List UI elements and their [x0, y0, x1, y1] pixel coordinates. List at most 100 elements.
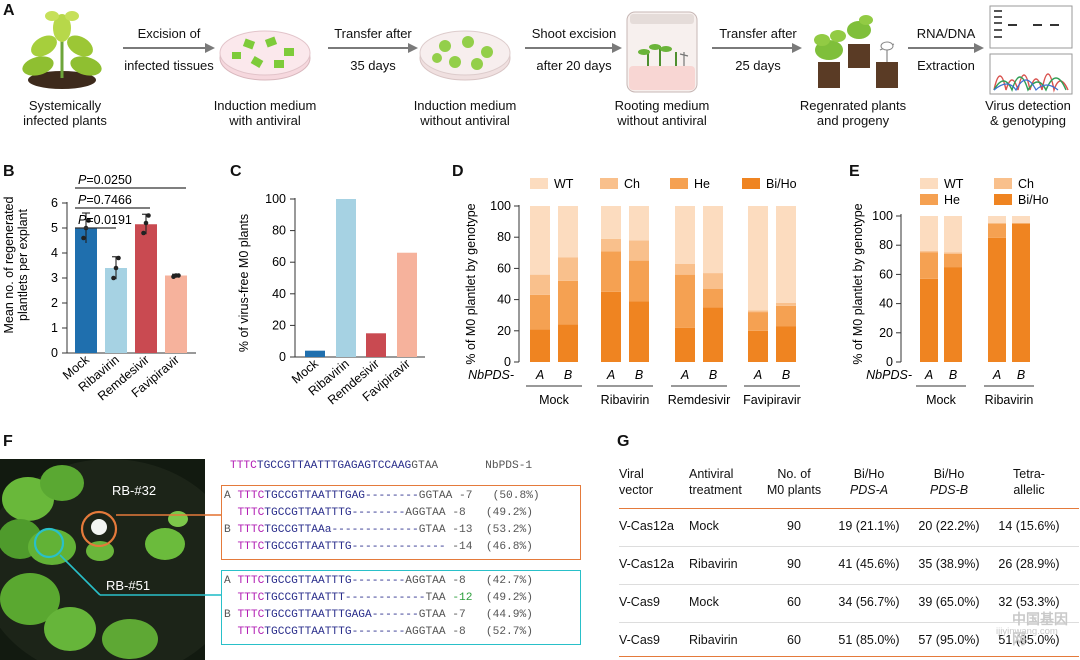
chart-b-ytick-label: 6 [51, 196, 58, 210]
chart-d-bar-segment [675, 327, 695, 362]
chart-d-ytick-label: 40 [497, 293, 511, 307]
chart-e-bar-segment [944, 216, 962, 253]
chart-b-bar [75, 228, 97, 353]
panel-label-d: D [452, 163, 464, 180]
chart-d-allele-label: B [709, 368, 717, 382]
chart-d-legend-label: WT [554, 177, 574, 191]
chart-e-bar-segment [944, 267, 962, 362]
table-header-cell: Viral vector [619, 467, 654, 497]
table-row-divider [619, 546, 1079, 547]
chart-c-ytick-label: 20 [272, 318, 286, 332]
chart-e-bar-segment [1012, 216, 1030, 224]
table-cell: 90 [787, 519, 801, 533]
connector-lines-ext [205, 514, 221, 596]
chart-b-point [111, 275, 116, 281]
chart-c-ylabel: % of virus-free M0 plants [237, 214, 251, 352]
rb51-sequences: A TTTCTGCCGTTAATTTG--------AGGTAA -8 (42… [224, 573, 533, 641]
chart-d-bar-segment [629, 240, 649, 261]
chart-d-bar-segment [530, 329, 550, 362]
chart-d-ytick-label: 80 [497, 230, 511, 244]
chart-c-ytick-label: 100 [265, 192, 286, 206]
rooting-jar [626, 11, 698, 93]
sequence-line: A TTTCTGCCGTTAATTTG--------AGGTAA -8 (42… [224, 575, 533, 587]
chart-d-ytick-label: 60 [497, 261, 511, 275]
chart-d-allele-label: A [535, 368, 544, 382]
chart-d-allele-label: B [564, 368, 572, 382]
plant-photo [0, 459, 205, 660]
table-cell: 57 (95.0%) [918, 633, 980, 647]
genotype-table: Viral vector Antiviral treatment No. of M0 pl… [619, 458, 1079, 658]
chart-d-legend-label: Bi/Ho [766, 177, 797, 191]
table-cell: 34 (56.7%) [838, 595, 900, 609]
chart-d-legend-swatch [742, 178, 760, 189]
chart-d-group-label: Mock [539, 393, 570, 407]
table-row: V-Cas12a Ribavirin 90 41 (45.6%) 35 (38.9%) 2… [619, 554, 1079, 574]
chart-b-point [141, 230, 146, 236]
chart-b-point [143, 220, 149, 226]
table-cell: 60 [787, 595, 801, 609]
chart-d-bar-segment [703, 206, 723, 274]
chart-e-group-label: Mock [926, 393, 957, 407]
chart-b-point [86, 218, 91, 223]
chart-d-legend-label: Ch [624, 177, 640, 191]
chart-c-ytick-label: 80 [272, 224, 286, 238]
chart-e-bar-segment [920, 251, 938, 253]
chart-e-ytick-label: 80 [879, 238, 893, 252]
rb32-sequence-box [221, 485, 581, 560]
chart-d-bar-segment [703, 307, 723, 362]
chart-e-ytick-label: 100 [872, 209, 893, 223]
chart-e-ytick-label: 60 [879, 267, 893, 281]
rb51-circle [33, 527, 65, 559]
chart-e-ytick-label: 0 [886, 355, 893, 369]
chart-b-point [113, 265, 119, 271]
chart-d-gene-label: NbPDS- [468, 368, 514, 382]
chart-e-legend-swatch [920, 194, 938, 205]
chart-b-ytick-label: 0 [51, 346, 58, 360]
chart-e-allele-label: B [949, 368, 957, 382]
chart-d-group-label: Remdesivir [668, 393, 731, 407]
chart-b-ytick-label: 1 [51, 321, 58, 335]
arrow-4-label-top: Transfer after [719, 26, 797, 41]
chart-e-bar-segment [944, 253, 962, 268]
chart-d-bar-segment [776, 206, 796, 303]
chart-d-bar-segment [629, 301, 649, 362]
chart-b-ytick-label: 2 [51, 296, 58, 310]
panel-label-e: E [849, 163, 860, 180]
table-cell: 14 (15.6%) [998, 519, 1060, 533]
arrow-3-label-top: Shoot excision [531, 26, 617, 41]
chart-d-legend-swatch [600, 178, 618, 189]
chart-e-bar-segment [988, 223, 1006, 238]
chart-e-ytick-label: 40 [879, 297, 893, 311]
table-row-divider [619, 622, 1079, 623]
chart-e-legend-swatch [994, 194, 1012, 205]
table-header-cell: Bi/Ho PDS-A [849, 467, 889, 497]
chart-d-allele-label: A [680, 368, 689, 382]
workflow-arrows [123, 43, 984, 53]
table-cell: 51 (85.0%) [838, 633, 900, 647]
table-cell: 26 (28.9%) [998, 557, 1060, 571]
panel-label-a: A [3, 2, 15, 19]
chart-e-ylabel: % of M0 plantlet by genotype [851, 203, 865, 364]
chart-d-ytick-label: 0 [504, 355, 511, 369]
chart-b-point [116, 255, 121, 261]
chart-e-bar-segment [988, 216, 1006, 224]
step-4-caption: Rooting medium without antiviral [614, 98, 710, 128]
chart-e-bar-segment [920, 252, 938, 279]
chart-b-bar [135, 224, 157, 353]
chart-e-legend-label: Bi/Ho [1018, 193, 1049, 207]
petri-dish-1 [219, 30, 311, 81]
sequence-line: TTTCTGCCGTTAATTTG--------AGGTAA -8 (49.2… [237, 507, 533, 519]
rb32-sequences: A TTTCTGCCGTTAATTTGAG--------GGTAA -7 (5… [224, 488, 540, 556]
chart-e-gene-label: NbPDS- [866, 368, 912, 382]
chart-d-bar-segment [530, 206, 550, 275]
chart-d-bar-segment [629, 206, 649, 241]
chart-c-ytick-label: 40 [272, 287, 286, 301]
reference-sequence: TTTCTGCCGTTAATTTGAGAGTCCAAGGTAA NbPDS-1 [230, 460, 533, 472]
chart-d-bar-segment [601, 238, 621, 252]
chart-d-bar-segment [748, 206, 768, 311]
chart-d-bar-segment [776, 326, 796, 362]
chart-d-bar-segment [629, 260, 649, 302]
chart-e-bar-segment [1012, 223, 1030, 362]
chart-d-bar-segment [748, 312, 768, 331]
chart-e-group-label: Ribavirin [985, 393, 1034, 407]
